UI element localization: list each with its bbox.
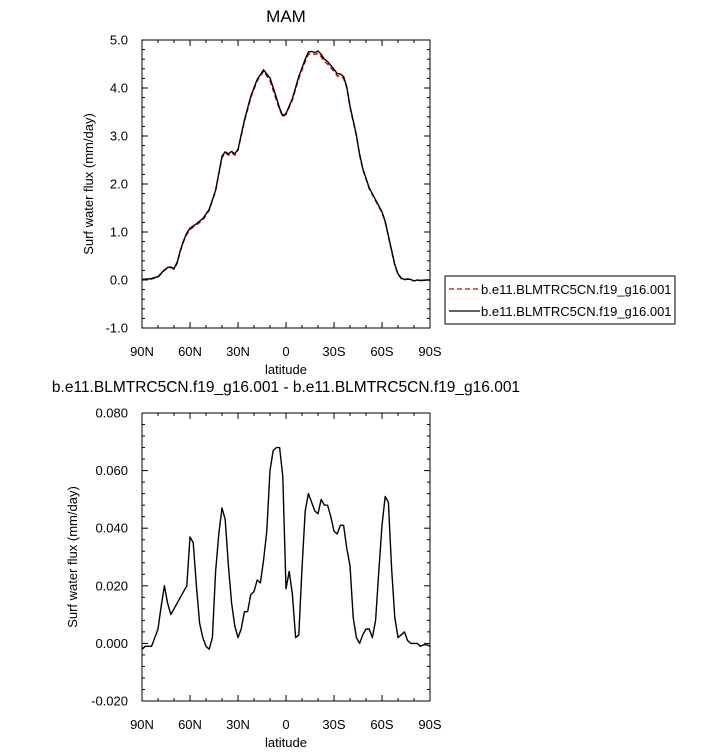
x-tick-label: 30N	[226, 717, 250, 732]
x-tick-label: 90S	[418, 717, 441, 732]
x-tick-label: 90N	[130, 717, 154, 732]
bottom-chart-title: b.e11.BLMTRC5CN.f19_g16.001 - b.e11.BLMT…	[52, 379, 520, 396]
x-tick-label: 30N	[226, 344, 250, 359]
legend-entry-2: b.e11.BLMTRC5CN.f19_g16.001	[481, 304, 672, 319]
y-tick-label: -1.0	[106, 321, 128, 336]
top-chart-title: MAM	[266, 7, 306, 26]
y-tick-label: 0.000	[95, 636, 128, 651]
top-chart: MAM -1.0 0.0 1.0 2.0 3.0 4.0 5.0 90N 60N 30N 0 30S…	[81, 7, 442, 377]
series-line-1	[141, 52, 430, 282]
legend-box	[444, 275, 676, 325]
bottom-chart-x-axis-label: latitude	[265, 735, 307, 750]
top-chart-lines	[141, 50, 430, 282]
x-tick-label: 0	[282, 717, 289, 732]
x-tick-label: 30S	[322, 344, 345, 359]
y-tick-label: 0.060	[95, 463, 128, 478]
top-chart-y-tick-labels: -1.0 0.0 1.0 2.0 3.0 4.0 5.0	[106, 33, 128, 336]
y-tick-label: 4.0	[110, 81, 128, 96]
y-tick-label: 0.020	[95, 578, 128, 593]
y-tick-label: 5.0	[110, 33, 128, 48]
bottom-chart-x-tick-labels: 90N 60N 30N 0 30S 60S 90S	[130, 717, 442, 732]
y-tick-label: 1.0	[110, 225, 128, 240]
top-chart-y-axis-label: Surf water flux (mm/day)	[81, 113, 96, 255]
x-tick-label: 60N	[178, 717, 202, 732]
x-tick-label: 90S	[418, 344, 441, 359]
x-tick-label: 0	[282, 344, 289, 359]
legend-entry-1: b.e11.BLMTRC5CN.f19_g16.001	[481, 282, 672, 297]
x-tick-label: 60S	[370, 717, 393, 732]
x-tick-label: 90N	[130, 344, 154, 359]
top-chart-x-tick-labels: 90N 60N 30N 0 30S 60S 90S	[130, 344, 442, 359]
x-tick-label: 30S	[322, 717, 345, 732]
series-line-1	[141, 446, 431, 650]
bottom-chart: b.e11.BLMTRC5CN.f19_g16.001 - b.e11.BLMT…	[52, 379, 520, 750]
legend: b.e11.BLMTRC5CN.f19_g16.001 b.e11.BLMTRC…	[444, 275, 676, 325]
bottom-chart-frame	[141, 412, 431, 702]
top-chart-ticks	[141, 39, 431, 329]
bottom-chart-y-tick-labels: -0.020 0.000 0.020 0.040 0.060 0.080	[91, 406, 128, 709]
y-tick-label: 3.0	[110, 129, 128, 144]
x-tick-label: 60N	[178, 344, 202, 359]
series-line-2	[141, 50, 430, 282]
top-chart-frame	[141, 39, 431, 329]
bottom-chart-y-axis-label: Surf water flux (mm/day)	[65, 486, 80, 628]
top-chart-x-axis-label: latitude	[265, 362, 307, 377]
y-tick-label: 2.0	[110, 177, 128, 192]
y-tick-label: 0.040	[95, 521, 128, 536]
y-tick-label: -0.020	[91, 694, 128, 709]
y-tick-label: 0.0	[110, 273, 128, 288]
y-tick-label: 0.080	[95, 406, 128, 421]
x-tick-label: 60S	[370, 344, 393, 359]
bottom-chart-ticks	[141, 412, 431, 702]
bottom-chart-lines	[141, 446, 431, 650]
